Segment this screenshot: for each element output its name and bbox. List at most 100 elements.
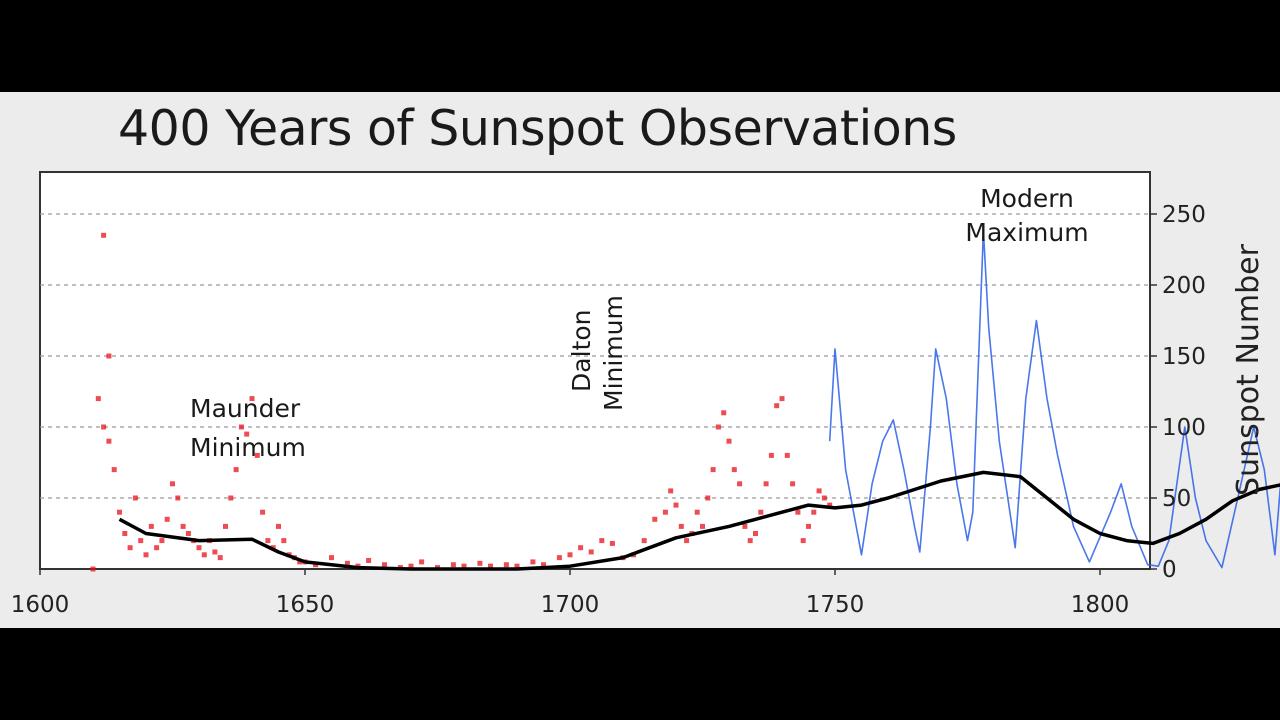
scatter-point-80: [710, 467, 716, 473]
scatter-point-96: [795, 509, 801, 515]
scatter-point-97: [800, 538, 806, 544]
scatter-point-4: [106, 353, 112, 359]
scatter-point-1: [95, 396, 101, 402]
annotation-modern-line-2: Maximum: [965, 218, 1088, 247]
chart-title: 400 Years of Sunspot Observations: [118, 100, 957, 157]
series-line-1: [828, 230, 1280, 569]
scatter-point-44: [329, 555, 334, 561]
scatter-point-88: [753, 531, 758, 536]
scatter-point-56: [488, 563, 493, 569]
plot-area: [39, 171, 1151, 570]
scatter-point-75: [684, 538, 690, 544]
scatter-point-84: [731, 467, 737, 473]
scatter-point-15: [159, 538, 165, 544]
scatter-point-78: [700, 523, 705, 529]
x-tick-label-1650: 1650: [276, 592, 335, 618]
scatter-point-93: [779, 396, 785, 402]
y-tick-label-200: 200: [1162, 273, 1206, 299]
series-layer: [90, 230, 1280, 572]
scatter-point-82: [721, 410, 727, 416]
scatter-point-14: [154, 545, 160, 551]
scatter-point-8: [122, 531, 128, 536]
axis-ticks: 0501001502002501600165017001750180018501…: [11, 202, 1206, 618]
scatter-point-34: [260, 509, 266, 515]
scatter-point-27: [223, 523, 228, 529]
y-tick-label-100: 100: [1162, 415, 1206, 441]
annotation-maunder-line-1: Maunder: [190, 394, 301, 423]
scatter-point-98: [806, 523, 811, 529]
scatter-point-26: [217, 555, 223, 561]
scatter-point-9: [127, 545, 133, 551]
scatter-point-70: [652, 516, 658, 522]
scatter-point-83: [726, 438, 732, 444]
scatter-point-48: [382, 562, 387, 568]
scatter-point-53: [450, 562, 456, 568]
scatter-point-3: [101, 424, 107, 430]
scatter-point-16: [164, 516, 170, 522]
scatter-point-50: [408, 563, 414, 569]
scatter-point-72: [668, 488, 674, 494]
scatter-series-0: [90, 232, 833, 572]
scatter-point-61: [556, 555, 562, 561]
scatter-point-37: [276, 523, 281, 529]
scatter-point-19: [180, 523, 186, 529]
scatter-point-87: [747, 538, 753, 544]
scatter-point-62: [567, 552, 573, 558]
scatter-point-69: [641, 538, 647, 544]
scatter-point-7: [117, 509, 122, 515]
scatter-point-23: [201, 552, 207, 558]
scatter-point-59: [530, 559, 536, 565]
scatter-point-65: [599, 538, 605, 544]
scatter-point-58: [514, 563, 520, 569]
scatter-point-0: [90, 566, 96, 572]
x-tick-label-1600: 1600: [11, 592, 70, 618]
scatter-point-20: [185, 531, 191, 536]
scatter-point-100: [816, 488, 822, 494]
scatter-point-71: [662, 509, 668, 515]
scatter-point-33: [254, 452, 260, 458]
x-tick-label-1750: 1750: [806, 592, 865, 618]
scatter-point-41: [297, 559, 303, 565]
scatter-point-101: [821, 495, 827, 501]
scatter-point-35: [265, 538, 271, 544]
annotation-modern-line-1: Modern: [980, 184, 1074, 213]
scatter-point-94: [784, 452, 790, 458]
gridlines: [40, 213, 1150, 499]
scatter-point-45: [344, 560, 350, 566]
scatter-point-60: [541, 562, 546, 568]
trend-line: [118, 470, 1280, 571]
scatter-point-47: [366, 557, 372, 563]
scatter-point-85: [737, 481, 743, 487]
scatter-point-51: [419, 559, 425, 565]
scatter-point-89: [758, 509, 764, 515]
scatter-point-90: [763, 481, 769, 487]
scatter-point-81: [715, 424, 721, 430]
scatter-point-17: [170, 481, 175, 487]
scatter-point-102: [827, 502, 833, 508]
scatter-point-31: [244, 431, 250, 437]
scatter-point-95: [790, 481, 796, 487]
scatter-point-22: [196, 545, 202, 551]
x-tick-label-1800: 1800: [1071, 592, 1130, 618]
scatter-point-18: [175, 495, 181, 501]
y-tick-label-0: 0: [1162, 557, 1177, 583]
annotation-maunder-line-2: Minimum: [190, 433, 306, 462]
scatter-point-38: [281, 538, 287, 544]
scatter-point-79: [705, 495, 711, 501]
annotation-dalton-line-1: Dalton: [567, 310, 596, 392]
scatter-point-77: [694, 509, 700, 515]
scatter-point-64: [588, 549, 594, 555]
scatter-point-74: [678, 523, 684, 529]
scatter-point-12: [143, 552, 149, 558]
scatter-point-13: [148, 523, 154, 529]
scatter-point-63: [578, 545, 584, 551]
scatter-point-5: [106, 438, 112, 444]
scatter-point-28: [228, 495, 234, 501]
scatter-point-10: [132, 495, 138, 501]
y-tick-label-50: 50: [1162, 486, 1191, 512]
scatter-point-55: [477, 560, 483, 566]
y-tick-label-150: 150: [1162, 344, 1206, 370]
scatter-point-11: [138, 538, 144, 544]
